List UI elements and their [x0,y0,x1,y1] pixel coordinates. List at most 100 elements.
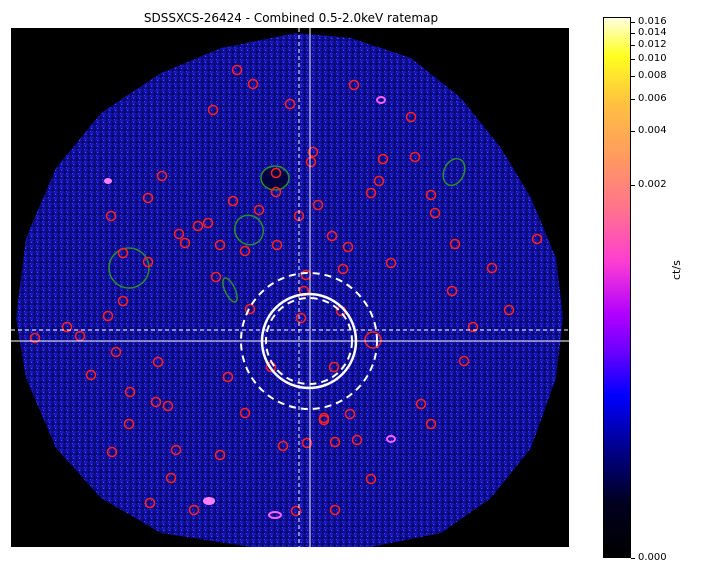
point-source-region [270,167,282,179]
point-source-region [207,104,219,116]
colorbar-tick [631,33,635,34]
point-source-region [231,64,243,76]
point-source-region [105,210,117,222]
crosshair [11,28,569,547]
point-source-region [351,434,363,446]
point-source-region [307,146,319,158]
bright-source [268,511,282,519]
point-source-region [152,356,164,368]
point-source-region [110,346,122,358]
point-source-region [117,247,129,259]
colorbar-tick-label: 0.016 [638,16,667,27]
colorbar-tick-label: 0.012 [638,39,667,50]
colorbar-tick-label: 0.006 [638,93,667,104]
point-source-region [210,271,222,283]
point-source-region [123,418,135,430]
point-source-region [318,414,330,426]
point-source-region [344,408,356,420]
colorbar-tick [631,76,635,77]
point-source-region [192,220,204,232]
point-source-region [503,304,515,316]
point-source-region [173,228,185,240]
point-source-region [405,111,417,123]
point-source-region [156,170,168,182]
colorbar-tick-label: 0.004 [638,125,667,136]
colorbar-label: ct/s [670,260,683,280]
point-source-region [214,239,226,251]
point-source-region [253,204,265,216]
point-source-region [244,303,256,315]
point-source-region [301,437,313,449]
point-source-region [425,418,437,430]
point-source-region [449,238,461,250]
colorbar-tick-label: 0.008 [638,70,667,81]
point-source-region [329,436,341,448]
point-source-region [214,449,226,461]
point-source-region [61,321,73,333]
point-source-region [425,189,437,201]
point-source-region [348,79,360,91]
point-source-region [305,156,317,168]
point-source-region [486,262,498,274]
point-source-region [377,153,389,165]
point-source-region [179,237,191,249]
colorbar-tick-label: 0.014 [638,27,667,38]
colorbar-tick [631,22,635,23]
point-source-region [277,440,289,452]
point-source-region [227,195,239,207]
point-source-region [165,472,177,484]
point-source-region [365,473,377,485]
point-source-region [85,369,97,381]
point-source-region [162,400,174,412]
colorbar-tick-label: 0.000 [638,552,667,563]
point-source-region [312,199,324,211]
point-source-region [117,295,129,307]
point-source-region [239,407,251,419]
point-source-region [142,192,154,204]
point-source-region [271,239,283,251]
bright-source [376,96,386,104]
point-source-region [290,505,302,517]
colorbar [603,17,631,558]
field-of-view [16,33,563,547]
point-source-region [124,386,136,398]
point-source-region [247,78,259,90]
point-source-region [170,444,182,456]
point-source-region [373,175,385,187]
bright-source [386,435,396,443]
point-source-region [415,398,427,410]
point-source-region [295,312,307,324]
point-source-region [188,504,200,516]
point-source-region [142,256,154,268]
point-source-region [202,217,214,229]
point-source-region [270,186,282,198]
point-source-region [329,504,341,516]
point-source-region [239,245,251,257]
point-source-region [342,241,354,253]
colorbar-tick [631,45,635,46]
point-source-region [409,151,421,163]
colorbar-tick-label: 0.010 [638,53,667,64]
point-source-region [328,361,340,373]
point-source-region [150,396,162,408]
colorbar-tick-label: 0.002 [638,179,667,190]
bright-source [203,497,215,505]
extended-regions [108,157,466,303]
colorbar-tick [631,185,635,186]
point-source-region [29,332,41,344]
point-source-region [446,285,458,297]
point-source-region [144,497,156,509]
point-source-region [222,371,234,383]
point-source-region [102,310,114,322]
colorbar-tick [631,99,635,100]
point-source-regions [29,64,543,517]
colorbar-tick [631,59,635,60]
bright-source [104,178,112,184]
plot-title: SDSSXCS-26424 - Combined 0.5-2.0keV rate… [143,11,439,25]
colorbar-tick [631,558,635,559]
point-source-region [458,355,470,367]
point-source-region [531,233,543,245]
point-source-region [284,98,296,110]
point-source-region [467,321,479,333]
ratemap-image [11,28,569,547]
